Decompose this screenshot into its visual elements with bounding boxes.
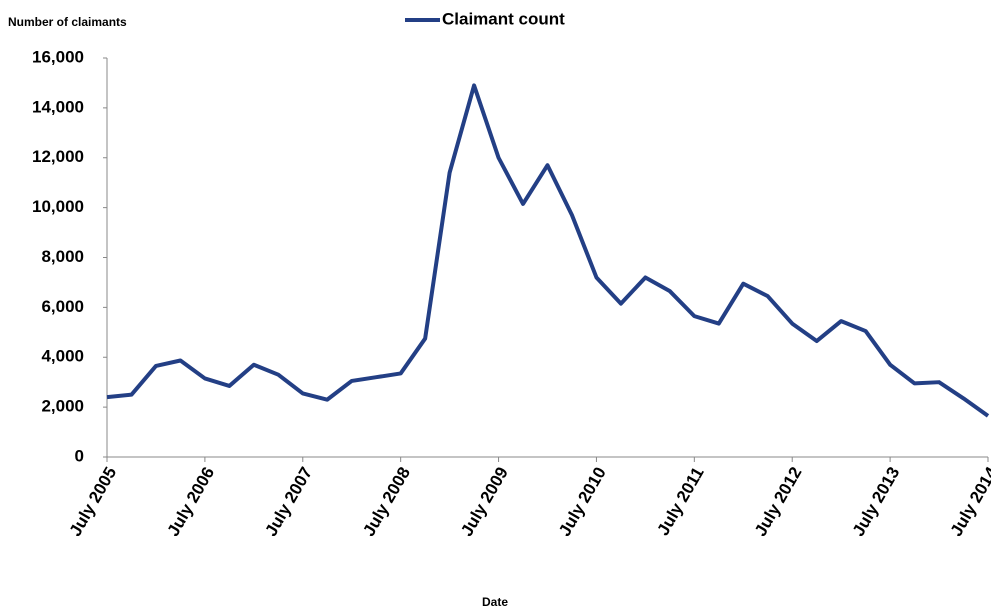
y-tick-label: 4,000 bbox=[41, 347, 84, 366]
x-tick-label: July 2014 bbox=[947, 463, 991, 539]
x-axis-title: Date bbox=[482, 595, 508, 609]
x-tick-label: July 2011 bbox=[653, 464, 707, 539]
y-tick-label: 8,000 bbox=[41, 247, 84, 266]
x-tick-label: July 2008 bbox=[359, 464, 414, 540]
x-tick-label: July 2006 bbox=[164, 464, 219, 540]
y-tick-label: 12,000 bbox=[32, 147, 84, 166]
x-tick-label: July 2007 bbox=[261, 464, 316, 540]
x-tick-label: July 2012 bbox=[751, 464, 806, 540]
y-tick-label: 2,000 bbox=[41, 397, 84, 416]
x-tick-label: July 2009 bbox=[457, 464, 512, 540]
legend-label: Claimant count bbox=[442, 9, 565, 28]
x-tick-label: July 2005 bbox=[66, 464, 121, 540]
y-tick-label: 16,000 bbox=[32, 47, 84, 66]
y-tick-label: 14,000 bbox=[32, 97, 84, 116]
x-tick-label: July 2010 bbox=[555, 464, 610, 540]
y-tick-label: 6,000 bbox=[41, 297, 84, 316]
y-tick-label: 10,000 bbox=[32, 197, 84, 216]
y-axis-title: Number of claimants bbox=[8, 15, 127, 29]
y-tick-label: 0 bbox=[75, 446, 84, 465]
data-line bbox=[106, 83, 990, 418]
x-tick-label: July 2013 bbox=[849, 464, 904, 540]
